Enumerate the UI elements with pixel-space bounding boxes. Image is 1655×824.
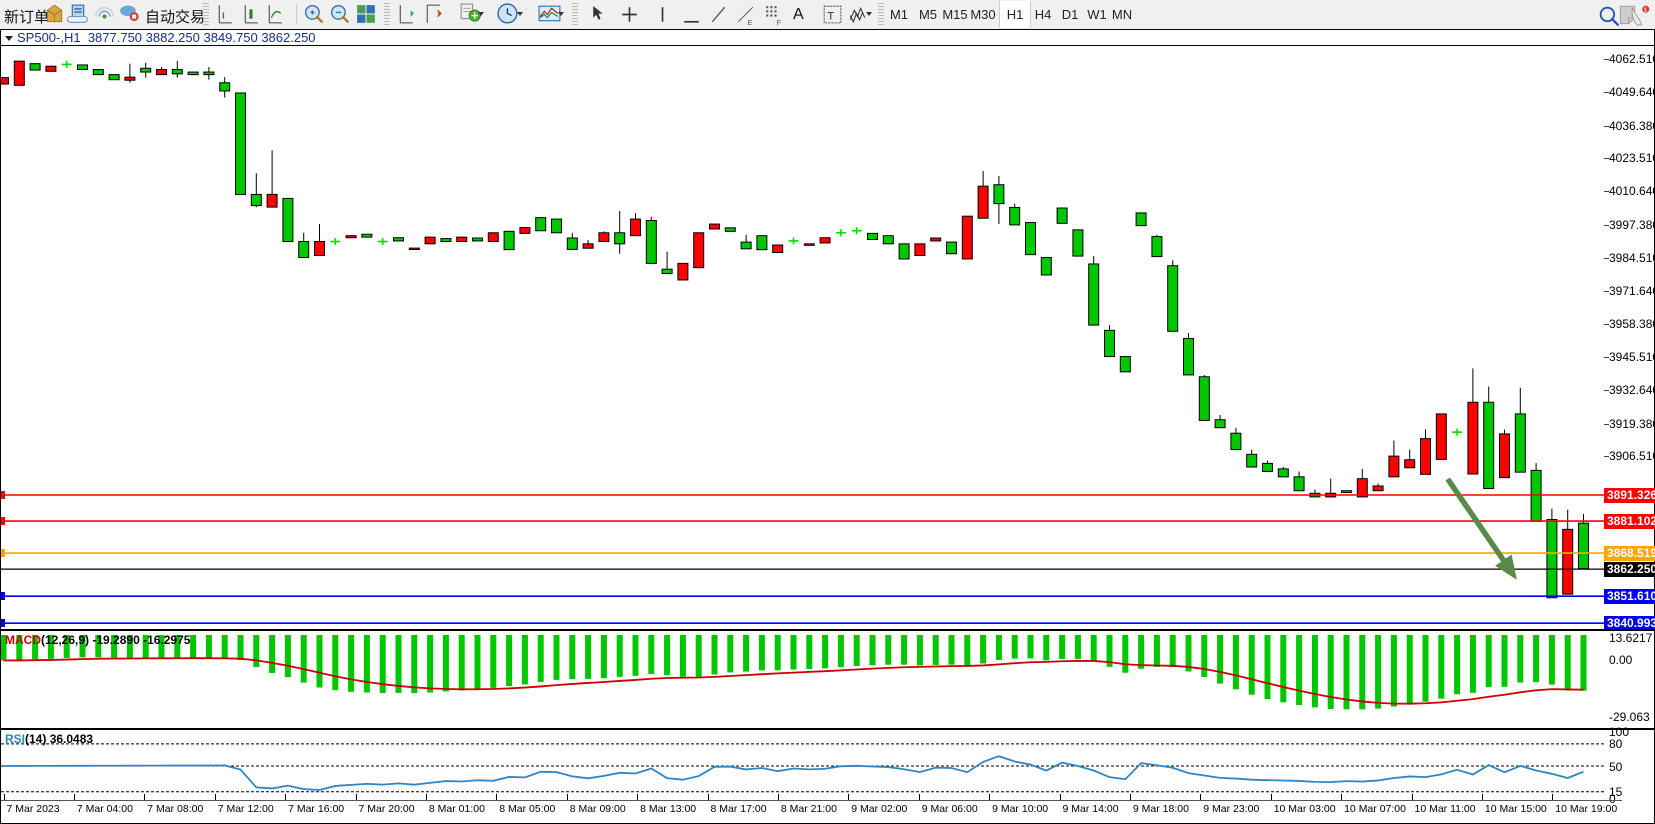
- svg-text:1: 1: [1644, 7, 1647, 13]
- svg-text:E: E: [748, 18, 753, 27]
- svg-text:T: T: [827, 11, 834, 23]
- svg-text:F: F: [777, 18, 782, 27]
